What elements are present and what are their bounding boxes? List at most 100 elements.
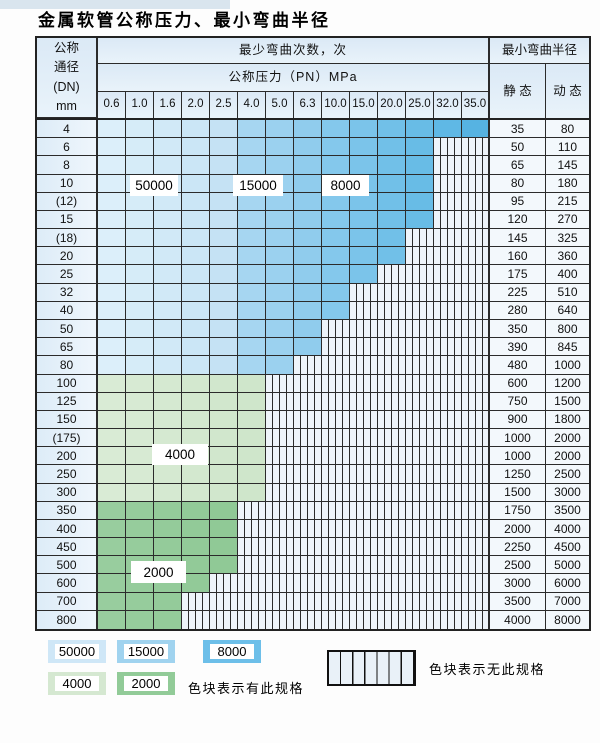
spec-cell	[210, 338, 238, 357]
static-radius-cell: 35	[490, 120, 546, 139]
page-title: 金属软管公称压力、最小弯曲半径	[38, 11, 331, 31]
spec-cell	[210, 192, 238, 211]
spec-cell	[294, 301, 322, 320]
no-spec-cell	[434, 519, 462, 539]
no-spec-cell	[266, 374, 294, 393]
no-spec-cell	[378, 283, 406, 302]
pressure-column-header: 35.0	[462, 92, 490, 118]
no-spec-cell	[462, 483, 490, 502]
spec-cell	[182, 247, 210, 266]
spec-cell	[322, 229, 350, 248]
static-radius-cell: 1000	[490, 447, 546, 466]
no-spec-cell	[378, 592, 406, 611]
no-spec-cell	[322, 429, 350, 448]
dn-cell: 10	[37, 174, 98, 193]
spec-cell	[98, 283, 126, 302]
spec-cell	[266, 356, 294, 375]
static-radius-cell: 1000	[490, 429, 546, 448]
no-spec-cell	[462, 356, 490, 375]
spec-cell	[378, 229, 406, 248]
zone-label-4000: 4000	[152, 444, 208, 465]
dynamic-radius-cell: 400	[546, 265, 589, 284]
spec-cell	[322, 156, 350, 175]
no-spec-cell	[406, 265, 434, 284]
dn-cell: 600	[37, 574, 98, 593]
spec-cell	[350, 210, 378, 230]
spec-cell	[126, 138, 154, 157]
no-spec-cell	[406, 392, 434, 411]
top-strip-decoration	[0, 0, 230, 9]
no-spec-cell	[294, 429, 322, 448]
no-spec-cell	[266, 610, 294, 629]
pressure-column-header: 15.0	[350, 92, 378, 118]
spec-cell	[350, 265, 378, 284]
spec-cell	[210, 138, 238, 157]
spec-cell	[98, 247, 126, 266]
no-spec-cell	[322, 338, 350, 357]
static-radius-cell: 65	[490, 156, 546, 175]
spec-cell	[210, 210, 238, 230]
no-spec-cell	[462, 247, 490, 266]
no-spec-cell	[182, 610, 210, 629]
spec-cell	[238, 156, 266, 175]
spec-cell	[294, 156, 322, 175]
radius-header-cell: 最小弯曲半径	[490, 38, 589, 64]
no-spec-cell	[406, 483, 434, 502]
static-radius-cell: 2000	[490, 519, 546, 539]
spec-cell	[154, 338, 182, 357]
spec-cell	[182, 120, 210, 139]
spec-cell	[182, 174, 210, 193]
dn-cell: 450	[37, 538, 98, 557]
spec-cell	[182, 483, 210, 502]
spec-cell	[98, 156, 126, 175]
no-spec-cell	[406, 301, 434, 320]
spec-cell	[238, 392, 266, 411]
static-radius-cell: 390	[490, 338, 546, 357]
spec-cell	[322, 138, 350, 157]
spec-cell	[210, 538, 238, 557]
spec-cell	[126, 192, 154, 211]
no-spec-cell	[378, 356, 406, 375]
pressure-column-header: 0.6	[98, 92, 126, 118]
spec-cell	[98, 192, 126, 211]
dn-cell: 125	[37, 392, 98, 411]
spec-cell	[434, 120, 462, 139]
dn-cell: 80	[37, 356, 98, 375]
spec-cell	[462, 120, 490, 139]
no-spec-cell	[434, 556, 462, 575]
no-spec-cell	[210, 610, 238, 629]
spec-cell	[98, 138, 126, 157]
no-spec-cell	[406, 447, 434, 466]
no-spec-cell	[434, 192, 462, 211]
spec-cell	[210, 429, 238, 448]
spec-cell	[294, 283, 322, 302]
dn-header-line: (DN)	[53, 79, 80, 94]
spec-cell	[238, 120, 266, 139]
spec-cell	[98, 374, 126, 393]
spec-cell	[266, 301, 294, 320]
no-spec-cell	[406, 538, 434, 557]
no-spec-cell	[462, 138, 490, 157]
spec-cell	[154, 592, 182, 611]
no-spec-cell	[378, 574, 406, 593]
spec-cell	[182, 410, 210, 430]
dn-cell: 100	[37, 374, 98, 393]
no-spec-cell	[434, 447, 462, 466]
table-body: 4 35 80 6 50 110 8 65 145 10 80 180 (12) 95 215 15 120 27…	[37, 120, 589, 629]
no-spec-cell	[406, 247, 434, 266]
spec-cell	[126, 610, 154, 629]
dn-header-line: mm	[56, 98, 77, 113]
spec-cell	[154, 483, 182, 502]
dn-cell: 700	[37, 592, 98, 611]
no-spec-cell	[406, 338, 434, 357]
dn-cell: 32	[37, 283, 98, 302]
spec-cell	[98, 410, 126, 430]
spec-cell	[126, 392, 154, 411]
no-spec-cell	[322, 610, 350, 629]
no-spec-cell	[378, 374, 406, 393]
spec-cell	[322, 192, 350, 211]
spec-cell	[154, 374, 182, 393]
spec-cell	[210, 283, 238, 302]
spec-cell	[294, 247, 322, 266]
